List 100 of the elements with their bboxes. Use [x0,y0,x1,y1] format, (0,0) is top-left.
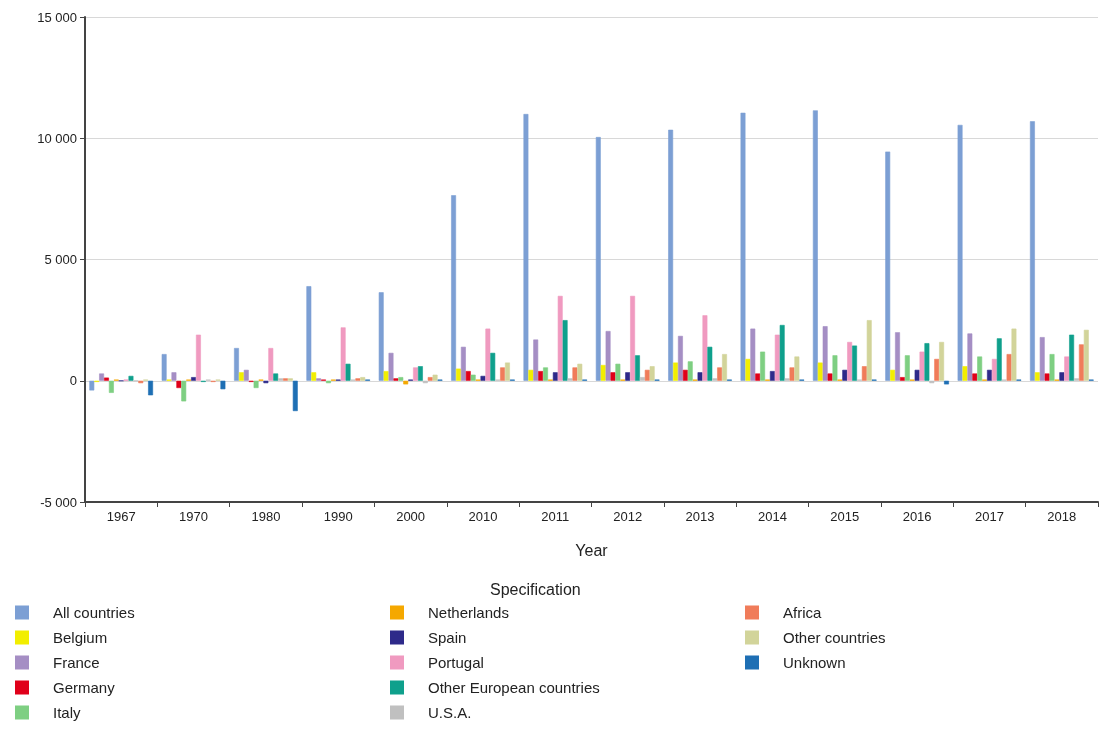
bar [417,366,423,381]
bar [760,351,766,381]
bar [577,363,583,381]
x-axis-title: Year [575,541,609,559]
legend-label: Germany [53,679,116,696]
bar [842,369,848,381]
x-tick-label: 2018 [1047,509,1077,524]
bar [148,380,154,396]
x-tick-label: 2000 [396,509,426,524]
bar [639,377,645,381]
bar [1069,334,1075,381]
legend-label: Africa [783,604,822,621]
bar [914,369,920,381]
x-tick-label: 1970 [179,509,208,524]
legend-label: Belgium [53,629,108,646]
bar [610,372,616,381]
bar [812,110,818,381]
bar [273,373,279,381]
bar [779,324,785,381]
bar [543,367,548,381]
bar [253,380,259,389]
bar [460,346,466,381]
bar [794,356,800,381]
x-tick-label: 1990 [323,509,353,524]
legend-label: All countries [53,604,135,621]
bar [1039,337,1045,381]
legend-label: Portugal [428,654,484,671]
legend-title: Specification [490,580,581,598]
bar [378,292,384,381]
bar [533,339,539,381]
bar [557,295,563,381]
legend-label: Italy [53,704,82,721]
bar [899,377,905,381]
bar [360,377,366,381]
bar [181,380,187,402]
bar [572,367,578,381]
bar [191,377,196,381]
bar [432,374,438,381]
y-tick-label: 5 000 [44,252,77,267]
bar [528,369,534,381]
bar [924,343,930,381]
bar [104,377,109,381]
bar [1049,354,1055,381]
bar [234,348,239,381]
y-tick-label: 0 [69,373,77,389]
bar [161,354,167,381]
y-tick-label: 15 000 [37,9,77,25]
bar [388,352,394,381]
bar [427,377,433,381]
bar [605,331,611,381]
bar [635,355,640,381]
bar [538,371,544,381]
bar [1044,373,1050,381]
bar [456,368,461,381]
legend-label: France [53,654,100,671]
bar [852,345,857,381]
bar [972,373,978,381]
bar [717,367,723,381]
bar [268,348,274,381]
bar [977,356,983,381]
bar [500,367,506,381]
bar [1059,372,1065,381]
legend-label: Other countries [783,629,886,646]
legend-label: Netherlands [428,604,509,621]
bar [919,351,925,381]
bar [866,320,872,381]
bar [615,363,621,381]
bar [1011,328,1017,381]
bar [832,355,838,381]
bar [996,338,1002,381]
bar [1083,329,1089,381]
bar [485,328,491,381]
y-tick-label: -5 000 [40,494,77,510]
bar [238,372,244,381]
bar [740,112,746,381]
bar [595,137,601,381]
bar [99,373,105,381]
bar [128,375,134,381]
bar [625,372,631,381]
bar [668,129,674,381]
bar [1029,121,1035,381]
bar [745,358,751,381]
bar [817,362,823,381]
bar [644,369,650,381]
legend-label: Other European countries [428,679,600,696]
bar [847,341,853,381]
bar [1078,344,1084,381]
x-tick-label: 1967 [106,509,136,524]
x-tick-label: 2017 [975,509,1004,524]
bar [702,315,708,381]
bar [306,286,312,381]
bar [1006,354,1012,381]
bar [176,380,182,389]
bar [490,352,496,381]
bar [687,361,693,381]
bar [311,372,317,381]
bar [827,373,833,381]
bar [1064,356,1070,381]
x-tick-label: 2013 [685,509,715,524]
bar [523,114,529,381]
